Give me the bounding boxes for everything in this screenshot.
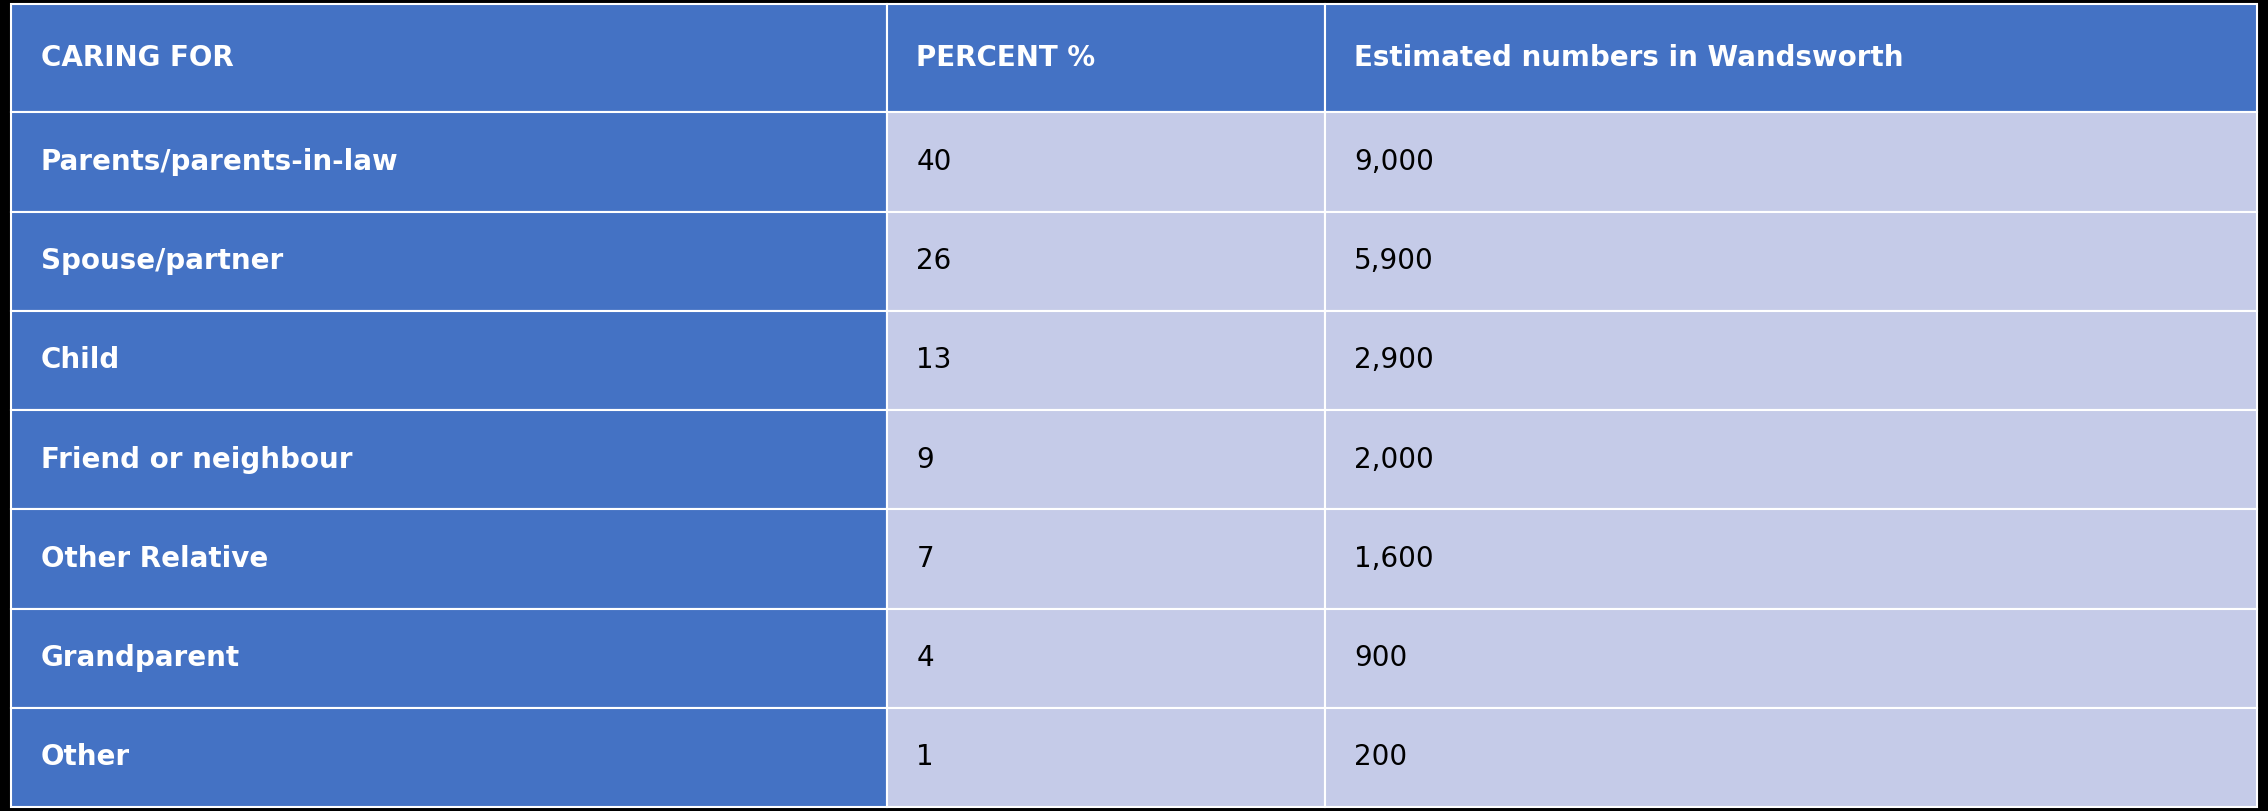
Text: Parents/parents-in-law: Parents/parents-in-law bbox=[41, 148, 399, 176]
Bar bbox=[887, 311, 1325, 410]
Bar bbox=[11, 708, 887, 807]
Bar bbox=[887, 608, 1325, 708]
Bar bbox=[11, 509, 887, 608]
Bar bbox=[887, 4, 1325, 113]
Bar bbox=[1325, 608, 2257, 708]
Text: Other Relative: Other Relative bbox=[41, 545, 268, 573]
Text: Child: Child bbox=[41, 346, 120, 375]
Bar bbox=[11, 4, 887, 113]
Text: 40: 40 bbox=[916, 148, 953, 176]
Bar bbox=[887, 708, 1325, 807]
Text: 9,000: 9,000 bbox=[1354, 148, 1433, 176]
Bar bbox=[11, 113, 887, 212]
Text: Other: Other bbox=[41, 744, 129, 771]
Bar bbox=[11, 410, 887, 509]
Bar bbox=[1325, 708, 2257, 807]
Text: CARING FOR: CARING FOR bbox=[41, 45, 234, 72]
Text: PERCENT %: PERCENT % bbox=[916, 45, 1095, 72]
Text: Friend or neighbour: Friend or neighbour bbox=[41, 446, 352, 474]
Bar bbox=[11, 311, 887, 410]
Bar bbox=[887, 212, 1325, 311]
Bar bbox=[887, 410, 1325, 509]
Text: 2,900: 2,900 bbox=[1354, 346, 1433, 375]
Bar bbox=[1325, 4, 2257, 113]
Bar bbox=[11, 608, 887, 708]
Text: 9: 9 bbox=[916, 446, 934, 474]
Text: 200: 200 bbox=[1354, 744, 1408, 771]
Bar bbox=[1325, 410, 2257, 509]
Text: 5,900: 5,900 bbox=[1354, 247, 1433, 275]
Text: 4: 4 bbox=[916, 644, 934, 672]
Text: 13: 13 bbox=[916, 346, 953, 375]
Bar bbox=[1325, 212, 2257, 311]
Text: 26: 26 bbox=[916, 247, 953, 275]
Bar bbox=[887, 113, 1325, 212]
Text: 1,600: 1,600 bbox=[1354, 545, 1433, 573]
Text: 1: 1 bbox=[916, 744, 934, 771]
Bar bbox=[1325, 311, 2257, 410]
Text: Spouse/partner: Spouse/partner bbox=[41, 247, 284, 275]
Text: 2,000: 2,000 bbox=[1354, 446, 1433, 474]
Text: Grandparent: Grandparent bbox=[41, 644, 240, 672]
Bar bbox=[1325, 113, 2257, 212]
Bar bbox=[11, 212, 887, 311]
Bar bbox=[1325, 509, 2257, 608]
Text: 900: 900 bbox=[1354, 644, 1408, 672]
Text: Estimated numbers in Wandsworth: Estimated numbers in Wandsworth bbox=[1354, 45, 1903, 72]
Text: 7: 7 bbox=[916, 545, 934, 573]
Bar bbox=[887, 509, 1325, 608]
